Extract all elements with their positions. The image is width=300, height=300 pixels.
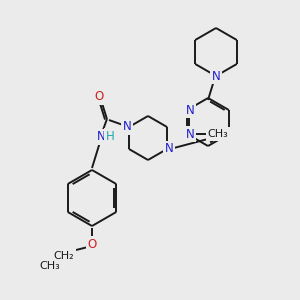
- Text: O: O: [87, 238, 97, 250]
- Text: CH₃: CH₃: [208, 129, 229, 139]
- Text: N: N: [212, 70, 220, 83]
- Text: N: N: [165, 142, 173, 155]
- Text: CH₃: CH₃: [40, 261, 60, 271]
- Text: N: N: [186, 103, 195, 116]
- Text: O: O: [94, 91, 104, 103]
- Text: N: N: [186, 128, 195, 140]
- Text: N: N: [97, 130, 105, 143]
- Text: CH₂: CH₂: [54, 251, 74, 261]
- Text: N: N: [123, 121, 131, 134]
- Text: H: H: [106, 130, 114, 142]
